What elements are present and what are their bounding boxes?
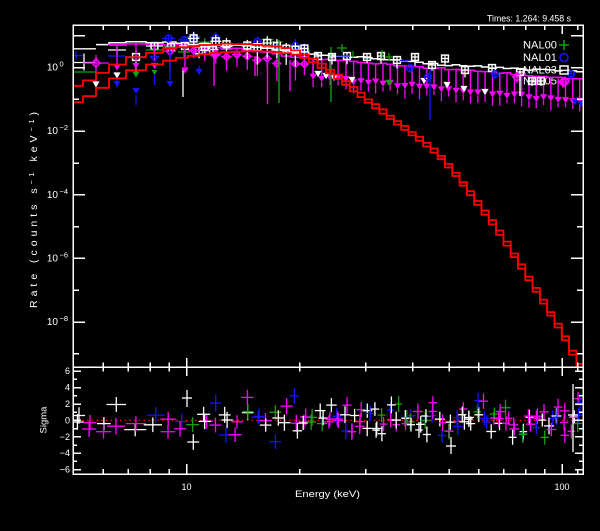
svg-text:NAL01: NAL01 xyxy=(523,52,557,64)
svg-text:−2: −2 xyxy=(60,432,70,442)
svg-text:−4: −4 xyxy=(60,448,70,458)
svg-text:10: 10 xyxy=(47,253,59,264)
svg-text:−6: −6 xyxy=(60,250,69,259)
svg-text:−8: −8 xyxy=(60,314,69,323)
svg-text:Energy (keV): Energy (keV) xyxy=(295,489,360,499)
svg-text:Times: 1.264: 9.458 s: Times: 1.264: 9.458 s xyxy=(487,14,571,24)
svg-text:NAL03: NAL03 xyxy=(523,65,557,77)
svg-text:Sigma: Sigma xyxy=(39,406,50,434)
svg-text:−6: −6 xyxy=(60,465,70,475)
svg-text:0: 0 xyxy=(65,415,70,425)
svg-text:10: 10 xyxy=(47,190,59,201)
svg-text:4: 4 xyxy=(65,383,70,393)
svg-text:10: 10 xyxy=(47,317,59,328)
svg-text:6: 6 xyxy=(65,366,70,376)
svg-text:10: 10 xyxy=(47,126,59,137)
svg-text:10: 10 xyxy=(181,482,191,492)
svg-text:−2: −2 xyxy=(60,123,69,132)
svg-text:NAL00: NAL00 xyxy=(523,40,557,52)
svg-text:−4: −4 xyxy=(60,187,69,196)
svg-text:Rate (counts s−1 keV−1): Rate (counts s−1 keV−1) xyxy=(28,112,40,308)
svg-text:100: 100 xyxy=(554,482,569,492)
svg-text:2: 2 xyxy=(65,399,70,409)
svg-text:0: 0 xyxy=(60,60,64,69)
svg-text:10: 10 xyxy=(47,63,59,74)
